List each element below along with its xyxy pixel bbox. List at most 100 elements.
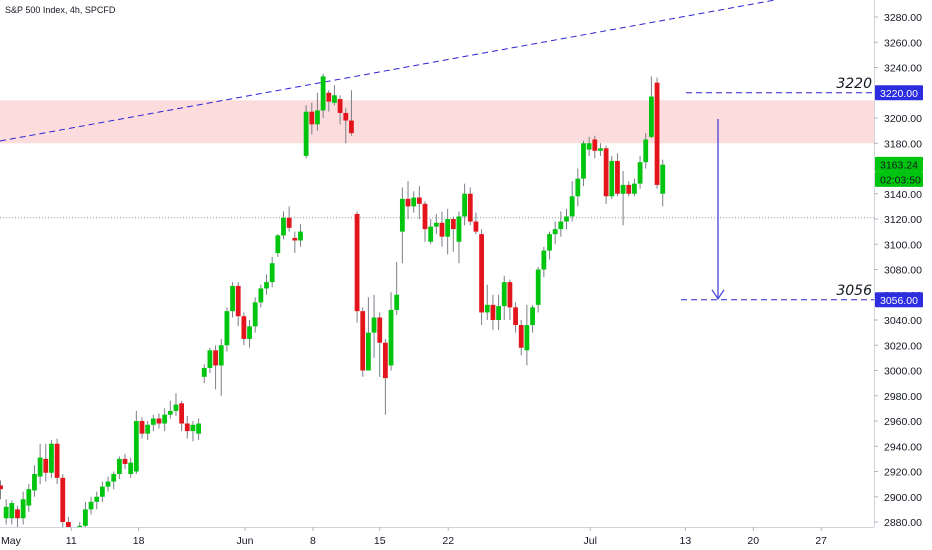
candle-body xyxy=(213,350,218,366)
y-tick-label: 2880.00 xyxy=(884,517,922,529)
price-tag-countdown: 02:03:50 xyxy=(880,174,921,186)
candle-body xyxy=(20,499,26,519)
candle-body xyxy=(298,231,303,241)
candle-body xyxy=(643,139,649,163)
candle-body xyxy=(303,111,309,156)
candle-body xyxy=(320,76,326,111)
price-tag-current: 3163.24 xyxy=(880,159,918,171)
candle-body xyxy=(162,414,168,424)
time-axis-background xyxy=(0,527,874,550)
candle-body xyxy=(371,317,377,333)
trend-line xyxy=(0,0,778,142)
candle-body xyxy=(3,506,9,519)
price-tag-countdown-box xyxy=(875,171,923,187)
candle-body xyxy=(218,345,224,366)
candle-body xyxy=(433,222,439,227)
candle-body xyxy=(626,184,632,194)
candle-body xyxy=(15,509,20,519)
price-tag-lower-box xyxy=(875,292,923,308)
x-tick-label: Jun xyxy=(237,535,254,547)
candle-body xyxy=(411,197,417,207)
candle-body xyxy=(37,457,43,477)
candle-body xyxy=(133,421,139,472)
x-tick-label: 15 xyxy=(374,535,386,547)
candle-body xyxy=(326,92,332,102)
candle-body xyxy=(116,458,122,475)
candle-body xyxy=(150,418,156,425)
candle-body xyxy=(575,178,581,197)
candle-body xyxy=(382,342,388,379)
candle-body xyxy=(9,503,15,519)
candle-body xyxy=(524,325,530,351)
price-tag-upper-box xyxy=(875,85,923,101)
candle-body xyxy=(535,269,541,305)
candle-body xyxy=(558,221,564,230)
candle-body xyxy=(450,219,456,230)
candle-body xyxy=(649,96,654,137)
candle-body xyxy=(139,421,145,434)
candle-body xyxy=(467,193,473,222)
y-tick-label: 2920.00 xyxy=(884,467,922,479)
y-tick-label: 3280.00 xyxy=(884,12,922,24)
y-tick-label: 3260.00 xyxy=(884,37,922,49)
candle-body xyxy=(360,311,366,371)
x-tick-label: 18 xyxy=(133,535,145,547)
candle-body xyxy=(507,282,513,308)
candle-body xyxy=(343,112,349,121)
candle-body xyxy=(609,160,615,197)
candle-body xyxy=(269,263,275,283)
candle-body xyxy=(207,350,213,368)
candle-body xyxy=(598,148,603,151)
candle-body xyxy=(94,496,100,502)
x-tick-label: 27 xyxy=(815,535,827,547)
candle-body xyxy=(490,304,496,320)
candle-body xyxy=(586,143,592,150)
x-tick-label: Jul xyxy=(584,535,597,547)
y-tick-label: 3000.00 xyxy=(884,366,922,378)
candle-body xyxy=(552,229,558,235)
y-tick-label: 3020.00 xyxy=(884,340,922,352)
candle-body xyxy=(309,111,315,125)
candle-body xyxy=(416,197,422,204)
candle-body xyxy=(99,486,105,497)
candle-body xyxy=(292,237,298,241)
candle-body xyxy=(513,307,518,326)
resistance-zone xyxy=(0,100,874,144)
candle-body xyxy=(428,226,434,242)
candle-body xyxy=(190,424,196,432)
candle-body xyxy=(439,222,445,237)
x-tick-label: 22 xyxy=(442,535,454,547)
candle-body xyxy=(156,418,162,424)
candle-body xyxy=(32,474,37,491)
annotation-lower: 3056 xyxy=(836,283,872,299)
candle-body xyxy=(0,485,3,490)
annotation-upper: 3220 xyxy=(836,76,872,92)
candle-body xyxy=(632,183,637,194)
candle-body xyxy=(501,282,507,307)
candle-body xyxy=(247,326,252,339)
candle-body xyxy=(445,219,451,237)
candle-body xyxy=(179,403,185,424)
candle-body xyxy=(173,404,179,411)
candle-body xyxy=(122,458,128,464)
candle-body xyxy=(377,317,383,343)
y-tick-label: 2900.00 xyxy=(884,492,922,504)
candle-body xyxy=(128,462,134,475)
candle-body xyxy=(315,110,320,125)
chart-title: S&P 500 Index, 4h, SPCFD xyxy=(5,5,116,15)
candle-body xyxy=(235,285,241,317)
candle-body xyxy=(230,285,235,312)
candle-body xyxy=(637,162,643,184)
y-tick-label: 2940.00 xyxy=(884,441,922,453)
candle-body xyxy=(615,160,620,194)
candle-body xyxy=(564,216,569,222)
x-tick-label: 8 xyxy=(310,535,316,547)
candle-body xyxy=(366,332,371,371)
candle-body xyxy=(258,288,264,303)
price-tag-upper: 3220.00 xyxy=(880,88,918,100)
arrow-head xyxy=(711,289,725,300)
candle-body xyxy=(388,309,394,366)
candle-body xyxy=(275,235,281,254)
candle-body xyxy=(354,213,360,312)
candle-body xyxy=(473,221,479,232)
